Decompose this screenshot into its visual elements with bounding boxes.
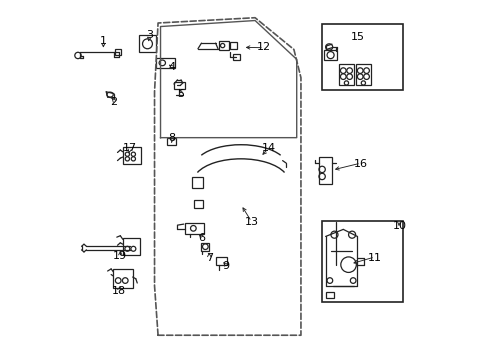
- Text: 6: 6: [198, 233, 205, 243]
- Bar: [113, 269, 132, 288]
- Bar: [322, 221, 403, 302]
- Text: 2: 2: [110, 98, 117, 107]
- Bar: [229, 42, 236, 49]
- Text: 5: 5: [177, 89, 184, 99]
- Bar: [201, 243, 209, 251]
- Bar: [233, 54, 239, 60]
- Text: 15: 15: [350, 32, 365, 42]
- Text: 17: 17: [122, 143, 137, 153]
- Bar: [216, 257, 226, 265]
- Bar: [325, 292, 334, 298]
- Bar: [338, 64, 353, 85]
- Bar: [219, 41, 228, 50]
- Text: 8: 8: [168, 133, 175, 143]
- Bar: [139, 35, 156, 52]
- Bar: [355, 64, 370, 85]
- Bar: [323, 50, 337, 60]
- Text: 18: 18: [112, 286, 126, 296]
- Bar: [122, 147, 141, 164]
- Bar: [155, 58, 175, 68]
- Bar: [184, 223, 203, 234]
- Text: 12: 12: [256, 42, 270, 51]
- Text: 7: 7: [205, 253, 212, 263]
- Bar: [174, 82, 184, 89]
- Bar: [115, 49, 121, 55]
- Text: 16: 16: [353, 159, 367, 169]
- Bar: [192, 177, 203, 188]
- Bar: [194, 200, 203, 207]
- Bar: [167, 138, 176, 145]
- Text: 9: 9: [222, 261, 229, 271]
- Text: 10: 10: [392, 221, 406, 231]
- Text: 19: 19: [113, 251, 127, 261]
- Text: 4: 4: [168, 62, 175, 72]
- Text: 1: 1: [100, 36, 107, 46]
- Bar: [318, 157, 331, 184]
- Text: 14: 14: [261, 143, 275, 153]
- Bar: [122, 238, 140, 255]
- Text: 13: 13: [244, 217, 258, 227]
- Text: 11: 11: [367, 253, 381, 262]
- Text: 3: 3: [145, 30, 152, 40]
- Bar: [322, 24, 403, 90]
